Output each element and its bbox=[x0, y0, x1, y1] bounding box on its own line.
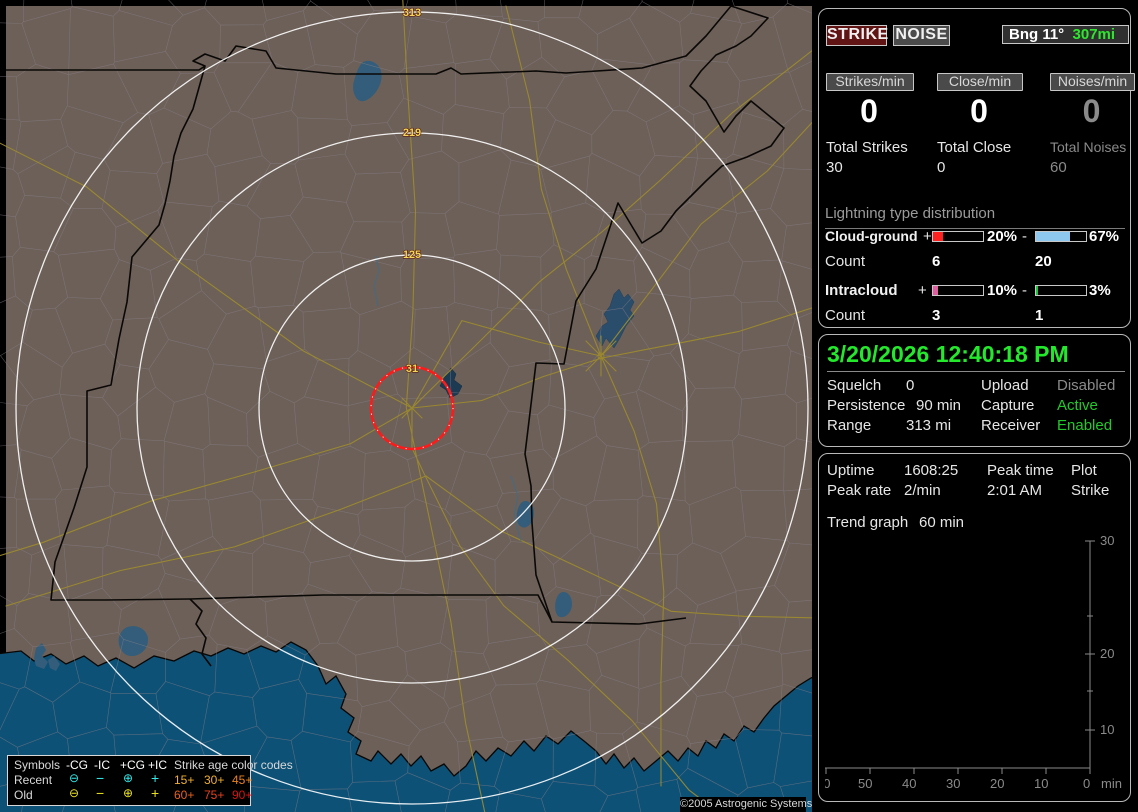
svg-text:60: 60 bbox=[825, 776, 830, 791]
svg-text:20: 20 bbox=[1100, 646, 1114, 661]
svg-text:10: 10 bbox=[1100, 722, 1114, 737]
svg-text:30: 30 bbox=[946, 776, 960, 791]
svg-text:313: 313 bbox=[403, 7, 421, 19]
svg-text:0: 0 bbox=[1083, 776, 1090, 791]
svg-text:50: 50 bbox=[858, 776, 872, 791]
svg-text:31: 31 bbox=[406, 363, 418, 375]
svg-text:40: 40 bbox=[902, 776, 916, 791]
svg-text:min: min bbox=[1101, 776, 1122, 791]
svg-text:20: 20 bbox=[990, 776, 1004, 791]
svg-text:219: 219 bbox=[403, 127, 421, 139]
svg-text:125: 125 bbox=[403, 249, 421, 261]
svg-text:30: 30 bbox=[1100, 536, 1114, 548]
svg-text:10: 10 bbox=[1034, 776, 1048, 791]
